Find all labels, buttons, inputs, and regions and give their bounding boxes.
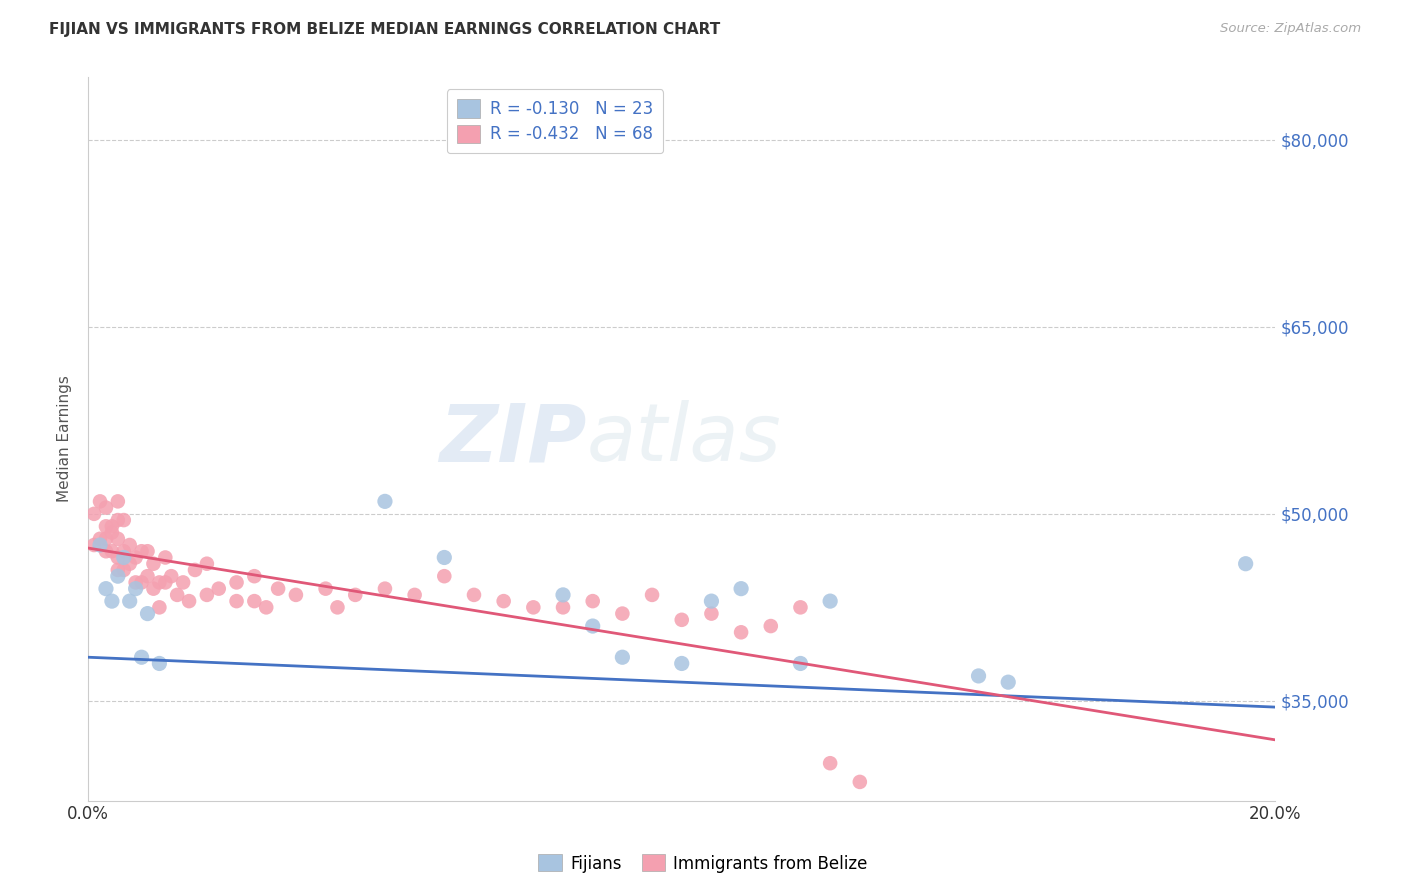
Point — [124, 575, 146, 590]
Point — [730, 582, 752, 596]
Point — [700, 594, 723, 608]
Point — [124, 582, 146, 596]
Point — [551, 588, 574, 602]
Point — [107, 563, 129, 577]
Point — [582, 594, 605, 608]
Point — [789, 600, 811, 615]
Point — [142, 557, 165, 571]
Point — [107, 532, 129, 546]
Text: atlas: atlas — [586, 400, 782, 478]
Point — [818, 756, 841, 771]
Point — [131, 650, 153, 665]
Point — [118, 557, 141, 571]
Legend: R = -0.130   N = 23, R = -0.432   N = 68: R = -0.130 N = 23, R = -0.432 N = 68 — [447, 89, 664, 153]
Point — [101, 594, 124, 608]
Point — [433, 550, 456, 565]
Point — [671, 613, 693, 627]
Point — [107, 513, 129, 527]
Point — [83, 507, 105, 521]
Point — [155, 550, 177, 565]
Point — [789, 657, 811, 671]
Point — [148, 600, 170, 615]
Point — [118, 594, 141, 608]
Point — [94, 500, 117, 515]
Point — [172, 575, 194, 590]
Point — [243, 594, 266, 608]
Point — [136, 544, 159, 558]
Point — [142, 582, 165, 596]
Point — [463, 588, 485, 602]
Text: FIJIAN VS IMMIGRANTS FROM BELIZE MEDIAN EARNINGS CORRELATION CHART: FIJIAN VS IMMIGRANTS FROM BELIZE MEDIAN … — [49, 22, 720, 37]
Point — [89, 532, 111, 546]
Point — [612, 650, 634, 665]
Point — [107, 569, 129, 583]
Point — [284, 588, 307, 602]
Point — [225, 594, 247, 608]
Point — [1234, 557, 1257, 571]
Point — [374, 582, 396, 596]
Point — [326, 600, 349, 615]
Point — [131, 544, 153, 558]
Point — [759, 619, 782, 633]
Point — [112, 563, 135, 577]
Point — [94, 532, 117, 546]
Point — [94, 582, 117, 596]
Point — [551, 600, 574, 615]
Point — [254, 600, 277, 615]
Point — [849, 775, 872, 789]
Point — [94, 544, 117, 558]
Point — [344, 588, 367, 602]
Y-axis label: Median Earnings: Median Earnings — [58, 376, 72, 502]
Point — [997, 675, 1019, 690]
Point — [166, 588, 188, 602]
Point — [160, 569, 183, 583]
Point — [101, 519, 124, 533]
Point — [315, 582, 337, 596]
Point — [89, 494, 111, 508]
Point — [730, 625, 752, 640]
Point — [101, 525, 124, 540]
Point — [112, 550, 135, 565]
Point — [225, 575, 247, 590]
Point — [267, 582, 290, 596]
Point — [101, 544, 124, 558]
Point — [112, 544, 135, 558]
Point — [177, 594, 200, 608]
Point — [492, 594, 515, 608]
Legend: Fijians, Immigrants from Belize: Fijians, Immigrants from Belize — [531, 847, 875, 880]
Point — [131, 575, 153, 590]
Point — [124, 550, 146, 565]
Point — [155, 575, 177, 590]
Point — [148, 575, 170, 590]
Point — [184, 563, 207, 577]
Point — [612, 607, 634, 621]
Text: ZIP: ZIP — [440, 400, 586, 478]
Point — [107, 494, 129, 508]
Point — [136, 607, 159, 621]
Point — [136, 569, 159, 583]
Point — [582, 619, 605, 633]
Point — [374, 494, 396, 508]
Point — [112, 513, 135, 527]
Point — [433, 569, 456, 583]
Point — [818, 594, 841, 608]
Point — [148, 657, 170, 671]
Point — [89, 538, 111, 552]
Point — [522, 600, 544, 615]
Point — [404, 588, 426, 602]
Text: Source: ZipAtlas.com: Source: ZipAtlas.com — [1220, 22, 1361, 36]
Point — [243, 569, 266, 583]
Point — [700, 607, 723, 621]
Point — [107, 550, 129, 565]
Point — [671, 657, 693, 671]
Point — [967, 669, 990, 683]
Point — [118, 538, 141, 552]
Point — [208, 582, 231, 596]
Point — [83, 538, 105, 552]
Point — [641, 588, 664, 602]
Point — [94, 519, 117, 533]
Point — [195, 557, 218, 571]
Point — [195, 588, 218, 602]
